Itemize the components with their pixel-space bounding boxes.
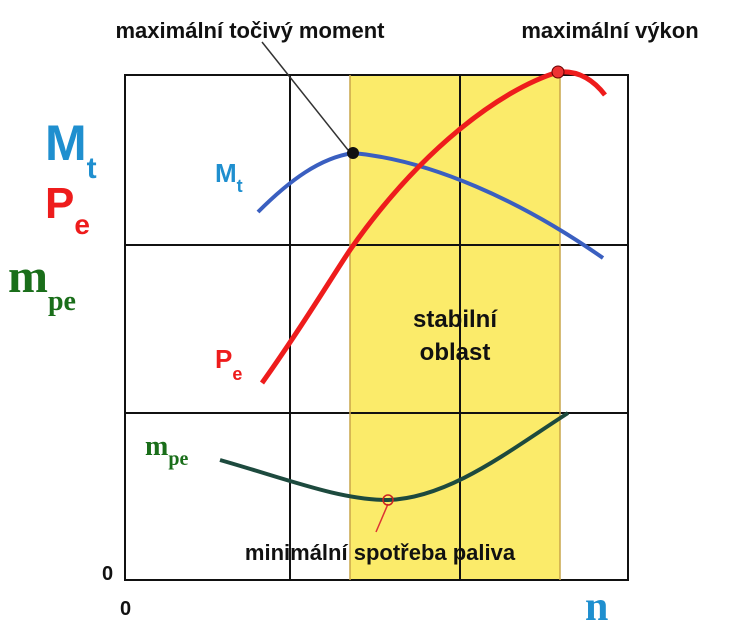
torque-point	[347, 147, 359, 159]
torque-curve	[256, 150, 605, 260]
power-point	[551, 65, 565, 79]
consumption-point	[382, 494, 394, 506]
x-origin: 0	[120, 598, 131, 620]
leader-line	[261, 41, 349, 151]
grid	[124, 74, 629, 581]
annotation: maximální točivý moment	[116, 18, 386, 43]
quantity-label: Mt	[45, 115, 97, 185]
annotation: minimální spotřeba paliva	[245, 540, 516, 565]
quantity-label: mpe	[8, 250, 76, 317]
consumption-curve	[219, 411, 570, 503]
region-label: oblast	[420, 339, 491, 366]
curve-label: Mt	[215, 158, 243, 196]
region-label: stabilní	[413, 306, 498, 333]
annotation: maximální výkon	[521, 18, 698, 43]
curve-label: mpe	[145, 431, 188, 470]
y-origin: 0	[102, 563, 113, 585]
x-axis-label: n	[585, 584, 608, 627]
quantity-label: Pe	[45, 179, 90, 240]
power-curve	[259, 69, 607, 385]
leader-line	[375, 503, 389, 533]
curve-label: Pe	[215, 344, 242, 384]
